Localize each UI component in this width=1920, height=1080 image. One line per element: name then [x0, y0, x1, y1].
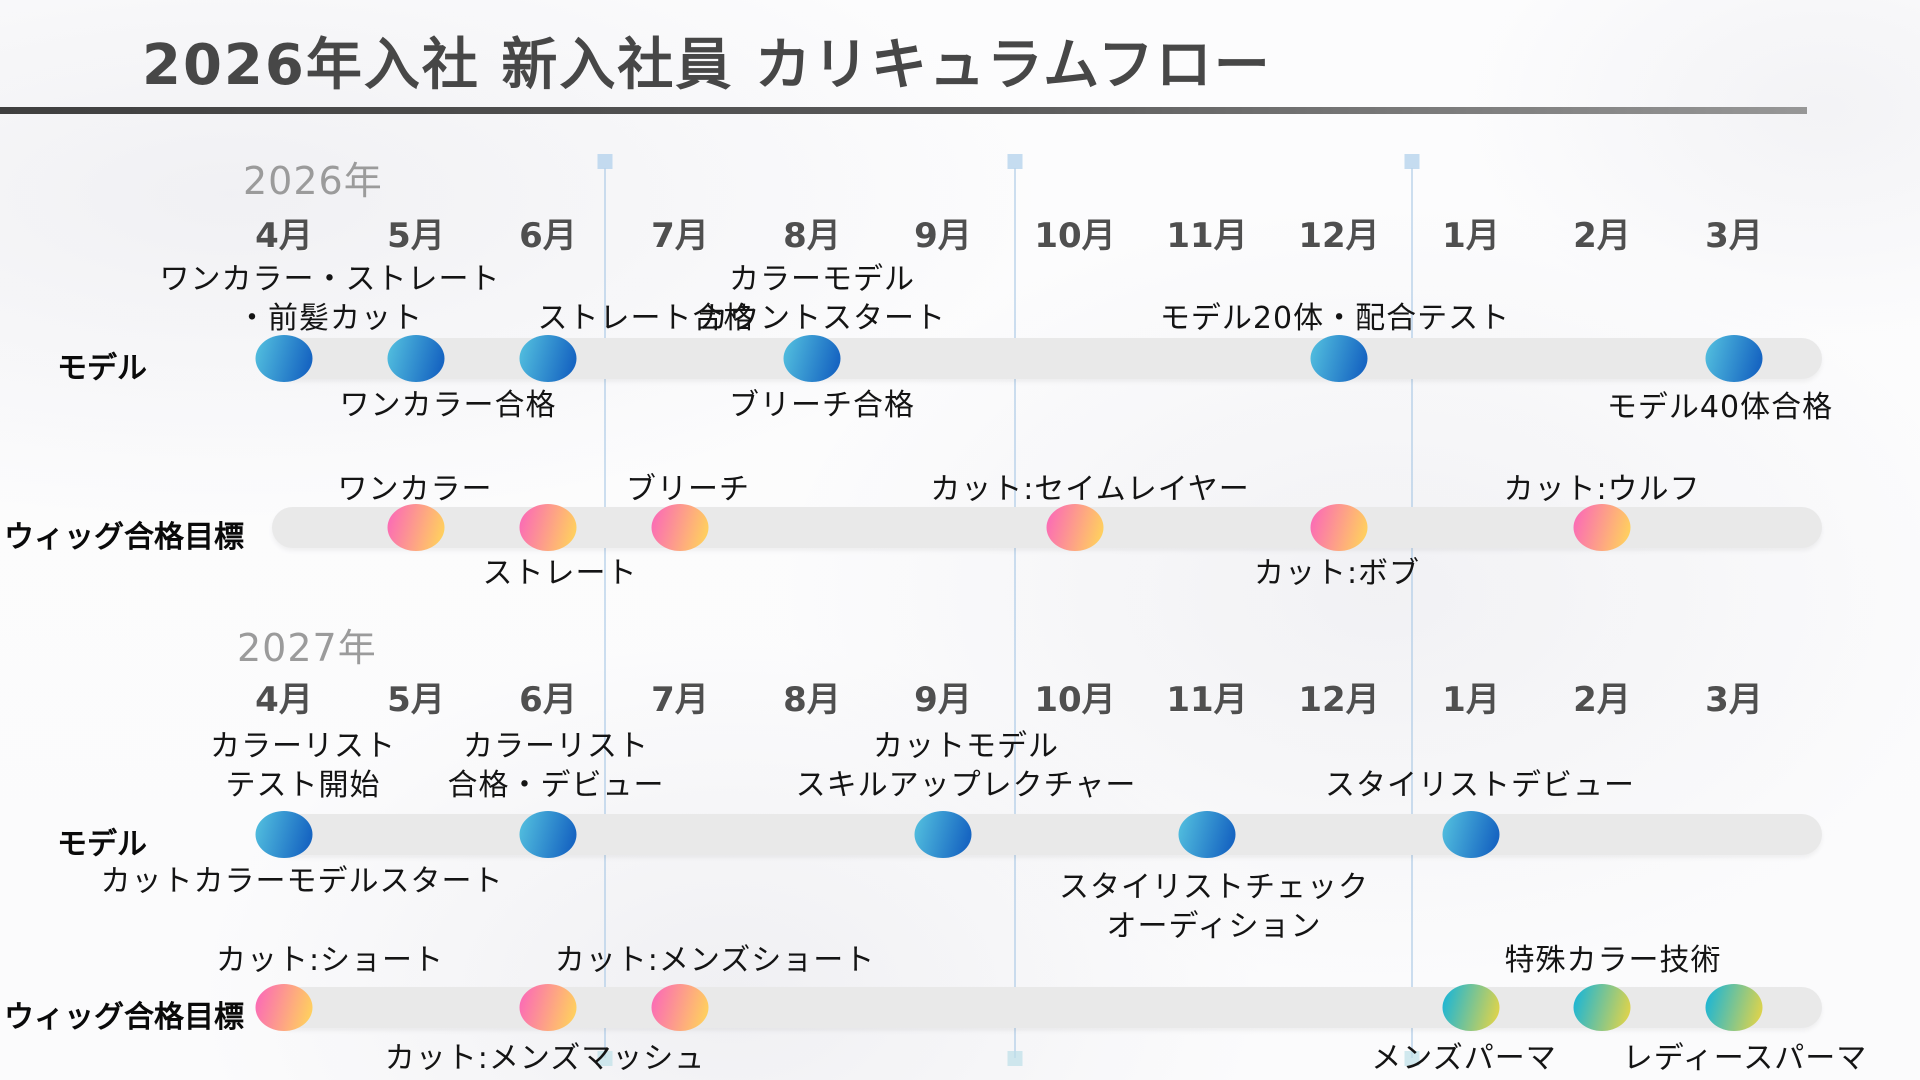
- month-label: 1月: [1442, 216, 1500, 256]
- month-label: 5月: [387, 680, 445, 720]
- guide-line: [1007, 154, 1023, 1066]
- title-underline: [0, 107, 1807, 114]
- month-label: 8月: [783, 680, 841, 720]
- event-label: カット:ウルフ: [1503, 472, 1701, 507]
- milestone-dot: [1442, 984, 1500, 1031]
- guide-line-cap-bottom: [1007, 1051, 1023, 1066]
- milestone-dot: [519, 811, 577, 858]
- event-label: モデル40体合格: [1606, 390, 1834, 425]
- event-label: カラーリスト テスト開始: [210, 729, 396, 803]
- event-label: モデル20体・配合テスト: [1159, 301, 1511, 336]
- milestone-dot: [651, 984, 709, 1031]
- month-label: 2月: [1573, 680, 1631, 720]
- guide-line-cap-bottom: [597, 1051, 613, 1066]
- month-label: 5月: [387, 216, 445, 256]
- event-label: レディースパーマ: [1622, 1041, 1868, 1076]
- event-label: スタイリストチェック オーディション: [1059, 870, 1369, 944]
- month-label: 9月: [914, 216, 972, 256]
- month-label: 4月: [255, 680, 313, 720]
- milestone-dot: [255, 335, 313, 382]
- year-label-2027: 2027年: [237, 626, 377, 670]
- event-label: ワンカラー: [337, 472, 493, 507]
- milestone-dot: [519, 984, 577, 1031]
- guide-line: [1404, 154, 1420, 1066]
- event-label: ストレート: [482, 556, 638, 591]
- event-label: ブリーチ合格: [729, 388, 915, 423]
- event-label: カット:ボブ: [1253, 556, 1421, 591]
- month-label: 4月: [255, 216, 313, 256]
- month-label: 9月: [914, 680, 972, 720]
- event-label: カットモデル スキルアップレクチャー: [795, 729, 1137, 803]
- event-label: スタイリストデビュー: [1325, 768, 1635, 803]
- timeline-bar-model-2026: [272, 338, 1822, 379]
- month-label: 1月: [1442, 680, 1500, 720]
- event-label: カラーリスト 合格・デビュー: [447, 729, 665, 803]
- milestone-dot: [914, 811, 972, 858]
- month-label: 11月: [1166, 216, 1248, 256]
- guide-line-cap-bottom: [1404, 1051, 1420, 1066]
- month-label: 3月: [1705, 680, 1763, 720]
- row-label-model: モデル: [57, 827, 147, 862]
- month-label: 7月: [651, 680, 709, 720]
- row-label-model: モデル: [57, 351, 147, 386]
- timeline-bar-model-2027: [272, 814, 1822, 855]
- guide-line-cap-top: [1007, 154, 1023, 169]
- row-label-wig: ウィッグ合格目標: [4, 520, 244, 555]
- milestone-dot: [1442, 811, 1500, 858]
- milestone-dot: [1573, 504, 1631, 551]
- month-label: 8月: [783, 216, 841, 256]
- event-label: カット:セイムレイヤー: [930, 472, 1250, 507]
- milestone-dot: [387, 504, 445, 551]
- event-label: ブリーチ: [626, 472, 750, 507]
- month-label: 2月: [1573, 216, 1631, 256]
- event-label: カット:メンズショート: [554, 943, 876, 978]
- page-title: 2026年入社 新入社員 カリキュラムフロー: [142, 33, 1272, 98]
- milestone-dot: [1178, 811, 1236, 858]
- guide-line: [597, 154, 613, 1066]
- month-label: 6月: [519, 680, 577, 720]
- event-label: メンズパーマ: [1371, 1041, 1557, 1076]
- milestone-dot: [255, 984, 313, 1031]
- milestone-dot: [1705, 335, 1763, 382]
- milestone-dot: [255, 811, 313, 858]
- milestone-dot: [783, 335, 841, 382]
- month-label: 6月: [519, 216, 577, 256]
- month-label: 12月: [1298, 680, 1380, 720]
- event-label: ワンカラー・ストレート ・前髪カット: [159, 262, 501, 336]
- milestone-dot: [1310, 335, 1368, 382]
- month-label: 7月: [651, 216, 709, 256]
- month-label: 10月: [1034, 680, 1116, 720]
- month-label: 12月: [1298, 216, 1380, 256]
- milestone-dot: [651, 504, 709, 551]
- guide-line-cap-top: [1404, 154, 1420, 169]
- event-label: ワンカラー合格: [339, 388, 557, 423]
- row-label-wig: ウィッグ合格目標: [4, 1000, 244, 1035]
- month-label: 3月: [1705, 216, 1763, 256]
- event-label: カラーモデル カウントスタート: [698, 262, 946, 336]
- milestone-dot: [387, 335, 445, 382]
- guide-line-cap-top: [597, 154, 613, 169]
- month-label: 11月: [1166, 680, 1248, 720]
- event-label: カット:ショート: [215, 943, 445, 978]
- event-label: 特殊カラー技術: [1504, 943, 1722, 978]
- milestone-dot: [1573, 984, 1631, 1031]
- event-label: カットカラーモデルスタート: [100, 864, 504, 899]
- milestone-dot: [1046, 504, 1104, 551]
- milestone-dot: [1310, 504, 1368, 551]
- milestone-dot: [519, 335, 577, 382]
- year-label-2026: 2026年: [243, 159, 383, 203]
- milestone-dot: [1705, 984, 1763, 1031]
- month-label: 10月: [1034, 216, 1116, 256]
- event-label: カット:メンズマッシュ: [384, 1041, 706, 1076]
- event-label: ストレート合格: [537, 301, 755, 336]
- milestone-dot: [519, 504, 577, 551]
